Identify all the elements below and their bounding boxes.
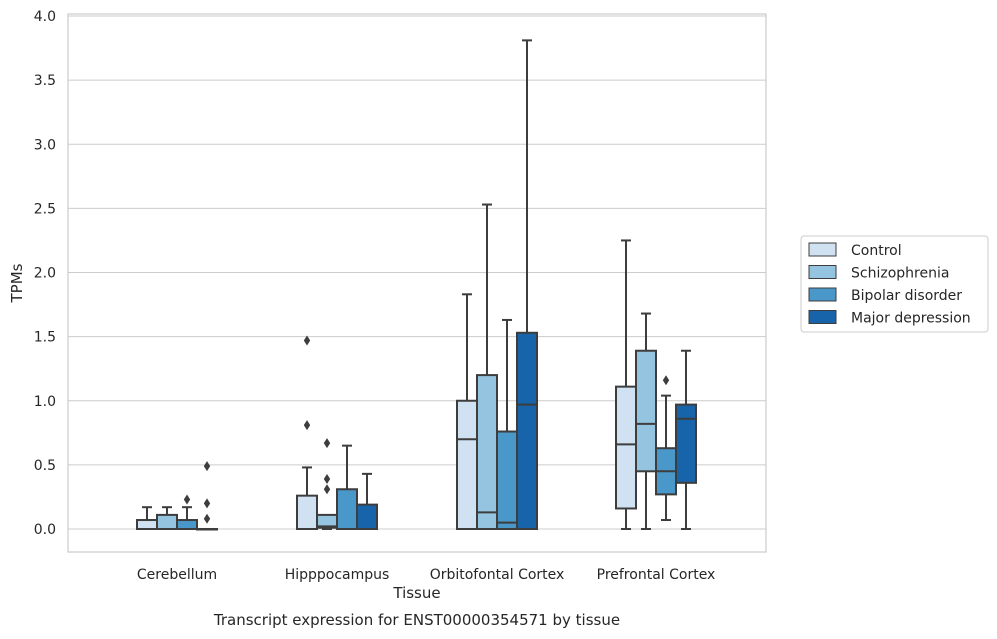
chart-caption: Transcript expression for ENST0000035457… xyxy=(213,611,620,629)
outlier-point xyxy=(203,513,211,524)
box-body xyxy=(456,399,478,530)
y-axis-ticks: 0.0 0.5 1.0 1.5 2.0 2.5 3.0 3.5 4.0 xyxy=(34,9,56,538)
outlier-point xyxy=(323,438,331,449)
outlier-point xyxy=(203,461,211,472)
x-axis-ticks: Cerebellum Hipppocampus Orbitofontal Corte… xyxy=(137,567,715,583)
outlier-point xyxy=(323,473,331,484)
box-body xyxy=(496,430,518,530)
box-body xyxy=(476,374,498,530)
x-tick-label: Cerebellum xyxy=(137,567,217,583)
box-major-depression xyxy=(196,461,218,531)
legend-swatch xyxy=(808,242,837,257)
box-body xyxy=(516,331,538,530)
box-schizophrenia xyxy=(635,312,657,530)
outlier-point xyxy=(662,375,670,386)
box-body xyxy=(336,488,358,530)
y-axis-label: TPMs xyxy=(8,263,26,303)
box-body xyxy=(176,519,198,531)
legend-label: Control xyxy=(851,243,902,259)
y-tick-label: 3.5 xyxy=(34,73,56,89)
x-tick-label: Orbitofontal Cortex xyxy=(430,567,565,583)
x-tick-label: Prefrontal Cortex xyxy=(597,567,716,583)
x-axis-label: Tissue xyxy=(392,584,440,602)
box-control xyxy=(456,293,478,530)
legend-swatch xyxy=(808,310,837,324)
legend-label: Major depression xyxy=(851,311,971,327)
legend: Control Schizophrenia Bipolar disorder Majo… xyxy=(800,235,989,333)
boxes-layer xyxy=(136,39,697,531)
box-major-depression xyxy=(356,472,378,531)
box-body xyxy=(675,403,697,484)
box-body xyxy=(356,503,378,531)
box-major-depression xyxy=(516,39,538,530)
box-bipolar-disorder xyxy=(176,494,198,531)
box-body xyxy=(296,494,318,530)
outlier-point xyxy=(183,494,191,505)
extra-outliers xyxy=(323,438,331,495)
outlier-point xyxy=(323,484,331,495)
y-tick-label: 1.0 xyxy=(34,394,56,410)
box-body xyxy=(615,385,637,510)
y-tick-label: 2.0 xyxy=(34,266,56,282)
outlier-point xyxy=(203,498,211,509)
y-tick-label: 1.5 xyxy=(34,330,56,346)
y-tick-label: 3.0 xyxy=(34,137,56,153)
legend-frame xyxy=(800,235,989,333)
y-tick-label: 0.0 xyxy=(34,522,56,538)
box-body xyxy=(635,349,657,473)
outlier-point xyxy=(303,420,311,431)
y-tick-label: 4.0 xyxy=(34,9,56,25)
x-tick-label: Hipppocampus xyxy=(285,567,390,583)
y-tick-label: 2.5 xyxy=(34,201,56,217)
legend-swatch xyxy=(808,287,837,302)
box-body xyxy=(136,519,158,531)
box-bipolar-disorder xyxy=(496,318,518,530)
box-schizophrenia xyxy=(316,513,338,530)
box-control xyxy=(296,335,318,530)
y-tick-label: 0.5 xyxy=(34,458,56,474)
legend-label: Bipolar disorder xyxy=(851,288,962,304)
box-body xyxy=(156,513,178,531)
box-major-depression xyxy=(675,349,697,530)
legend-label: Schizophrenia xyxy=(851,266,949,282)
box-bipolar-disorder xyxy=(336,444,358,530)
legend-swatch xyxy=(808,265,837,279)
outlier-point xyxy=(303,335,311,346)
